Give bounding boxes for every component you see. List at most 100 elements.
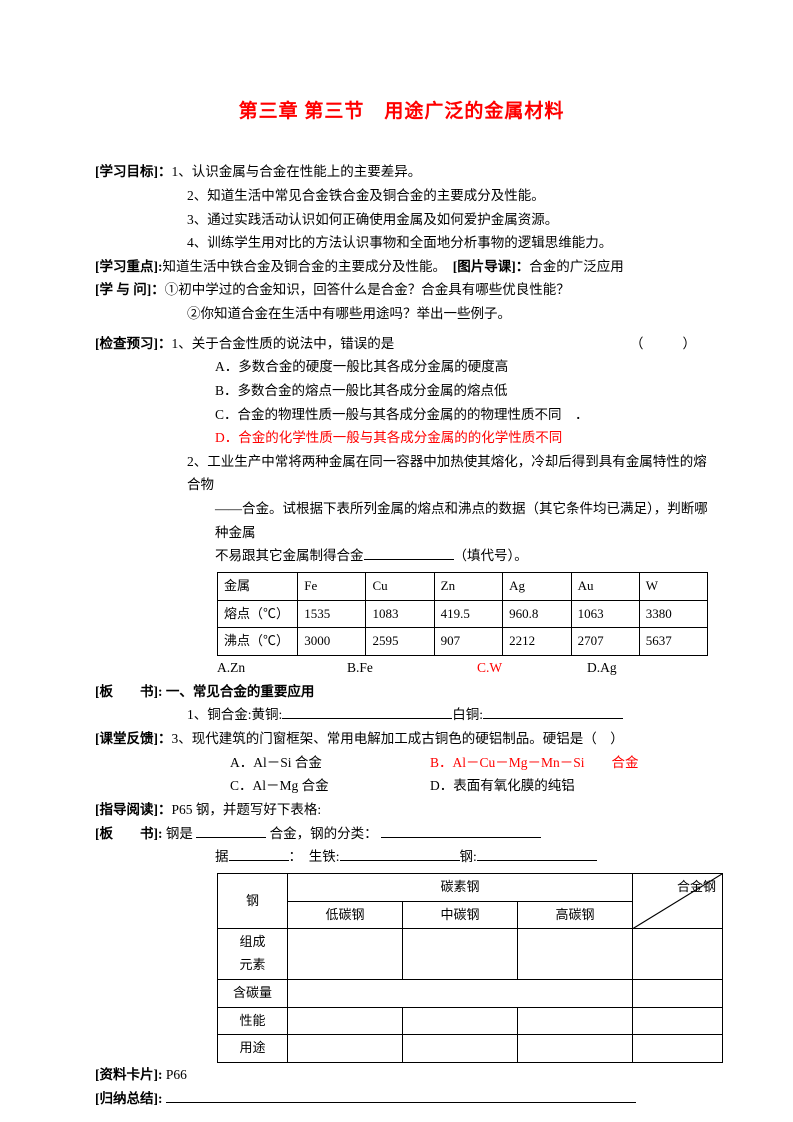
obj-2: 2、知道生活中常见合金铁合金及铜合金的主要成分及性能。 [95, 184, 708, 208]
cell: 1083 [366, 600, 434, 628]
metals-table: 金属 Fe Cu Zn Ag Au W 熔点（℃） 1535 1083 419.… [217, 572, 708, 656]
feedback-b: B．Al－Cu－Mg－Mn－Si 合金 [430, 751, 639, 775]
feedback-d: D．表面有氧化膜的纯铝 [430, 774, 575, 798]
cell[interactable] [518, 929, 633, 980]
preview-label: [检查预习]： [95, 336, 172, 351]
cell[interactable] [633, 1035, 723, 1063]
guide-text: 合金的广泛应用 [529, 259, 624, 274]
th-zn: Zn [434, 572, 502, 600]
board1-copper: 1、铜合金:黄铜: 白铜: [95, 703, 708, 727]
th-au: Au [571, 572, 639, 600]
feedback-label: [课堂反馈]： [95, 731, 172, 746]
page-title: 第三章 第三节 用途广泛的金属材料 [95, 95, 708, 128]
cell: 960.8 [503, 600, 571, 628]
preview-q2-line2: ——合金。试根据下表所列金属的熔点和沸点的数据（其它条件均已满足），判断哪种金属 [95, 497, 708, 544]
copper-pre: 1、铜合金:黄铜: [187, 707, 282, 722]
cell[interactable] [633, 929, 723, 980]
steel-col1: 低碳钢 [288, 901, 403, 929]
feedback-line: [课堂反馈]：3、现代建筑的门窗框架、常用电解加工成古铜色的硬铝制品。硬铝是（ … [95, 727, 708, 751]
copper-mid: 白铜: [452, 707, 483, 722]
cell[interactable] [288, 1007, 403, 1035]
preview-q2-post: （填代号）。 [454, 548, 528, 563]
table-row: 用途 [218, 1035, 723, 1063]
table-row: 熔点（℃） 1535 1083 419.5 960.8 1063 3380 [218, 600, 708, 628]
cell: 2707 [571, 628, 639, 656]
preview-q1-b: B．多数合金的熔点一般比其各成分金属的熔点低 [95, 379, 708, 403]
focus-line: [学习重点]:知道生活中铁合金及铜合金的主要成分及性能。 [图片导课]：合金的广… [95, 255, 708, 279]
blank-steel-class[interactable] [381, 823, 541, 838]
cell[interactable] [403, 929, 518, 980]
board2-label: [板 书]: [95, 826, 163, 841]
steel-col0: 钢 [218, 873, 288, 929]
opt-c: C.W [477, 656, 587, 680]
cell[interactable] [633, 979, 723, 1007]
blank-steel-is[interactable] [196, 823, 266, 838]
board1-label: [板 书]: [95, 684, 163, 699]
feedback-c: C．Al－Mg 合金 [230, 774, 430, 798]
steel-col3: 高碳钢 [518, 901, 633, 929]
cell[interactable] [288, 1035, 403, 1063]
objectives-line-1: [学习目标]：1、认识金属与合金在性能上的主要差异。 [95, 160, 708, 184]
b2-end: 钢: [460, 849, 477, 864]
table-row: 金属 Fe Cu Zn Ag Au W [218, 572, 708, 600]
feedback-row1: A．Al－Si 合金 B．Al－Cu－Mg－Mn－Si 合金 [95, 751, 708, 775]
cell[interactable] [518, 1035, 633, 1063]
summary-line: [归纳总结]: [95, 1087, 708, 1111]
table-row: 性能 [218, 1007, 723, 1035]
focus-text: 知道生活中铁合金及铜合金的主要成分及性能。 [163, 259, 440, 274]
opt-a: A.Zn [217, 656, 347, 680]
guide-label: [图片导课]： [453, 259, 530, 274]
steel-col2: 中碳钢 [403, 901, 518, 929]
row-carbon: 含碳量 [218, 979, 288, 1007]
steel-alloy-cell: 合金钢 [633, 873, 723, 929]
cell[interactable] [633, 1007, 723, 1035]
th-fe: Fe [298, 572, 366, 600]
obj-1: 1、认识金属与合金在性能上的主要差异。 [172, 164, 422, 179]
blank-steel2[interactable] [477, 846, 597, 861]
preview-q1-d: D．合金的化学性质一般与其各成分金属的的化学性质不同 [95, 426, 708, 450]
blank-huangtong[interactable] [282, 704, 452, 719]
cell: 907 [434, 628, 502, 656]
cell: 3380 [639, 600, 707, 628]
th-metal: 金属 [218, 572, 298, 600]
cell[interactable] [518, 1007, 633, 1035]
cell[interactable] [288, 979, 633, 1007]
th-w: W [639, 572, 707, 600]
cell: 3000 [298, 628, 366, 656]
reading-label: [指导阅读]： [95, 802, 172, 817]
preview-q1-stem: 1、关于合金性质的说法中，错误的是 [172, 336, 395, 351]
opt-b: B.Fe [347, 656, 477, 680]
blank-iron[interactable] [340, 846, 460, 861]
board1-heading: 一、常见合金的重要应用 [166, 684, 315, 699]
obj-4: 4、训练学生用对比的方法认识事物和全面地分析事物的逻辑思维能力。 [95, 231, 708, 255]
blank-baitong[interactable] [483, 704, 623, 719]
preview-q2-line1: 2、工业生产中常将两种金属在同一容器中加热使其熔化，冷却后得到具有金属特性的熔合… [95, 450, 708, 497]
board2-mid: 合金，钢的分类： [270, 826, 378, 841]
row2-label: 沸点（℃） [218, 628, 298, 656]
feedback-row2: C．Al－Mg 合金 D．表面有氧化膜的纯铝 [95, 774, 708, 798]
cell: 1535 [298, 600, 366, 628]
th-ag: Ag [503, 572, 571, 600]
card-label: [资料卡片]: [95, 1067, 163, 1082]
reading-line: [指导阅读]：P65 钢，并题写好下表格: [95, 798, 708, 822]
blank-q2[interactable] [364, 545, 454, 560]
cell[interactable] [288, 929, 403, 980]
cell: 2212 [503, 628, 571, 656]
summary-label: [归纳总结]: [95, 1091, 163, 1106]
card-line: [资料卡片]: P66 [95, 1063, 708, 1087]
blank-ju[interactable] [229, 846, 289, 861]
cell[interactable] [403, 1007, 518, 1035]
row-elem: 组成 元素 [218, 929, 288, 980]
steel-col4: 合金钢 [677, 876, 716, 899]
reading-text: P65 钢，并题写好下表格: [172, 802, 322, 817]
board2-line2: 据： 生铁:钢: [95, 845, 708, 869]
cell: 5637 [639, 628, 707, 656]
qa-q1: ①初中学过的合金知识，回答什么是合金？合金具有哪些优良性能？ [165, 282, 570, 297]
cell[interactable] [403, 1035, 518, 1063]
blank-summary[interactable] [166, 1088, 636, 1103]
focus-label: [学习重点]: [95, 259, 163, 274]
row1-label: 熔点（℃） [218, 600, 298, 628]
steel-table: 钢 碳素钢 合金钢 低碳钢 中碳钢 高碳钢 组成 元素 含碳量 性能 [217, 873, 723, 1063]
qa-label: [学 与 问]： [95, 282, 165, 297]
table-row: 沸点（℃） 3000 2595 907 2212 2707 5637 [218, 628, 708, 656]
